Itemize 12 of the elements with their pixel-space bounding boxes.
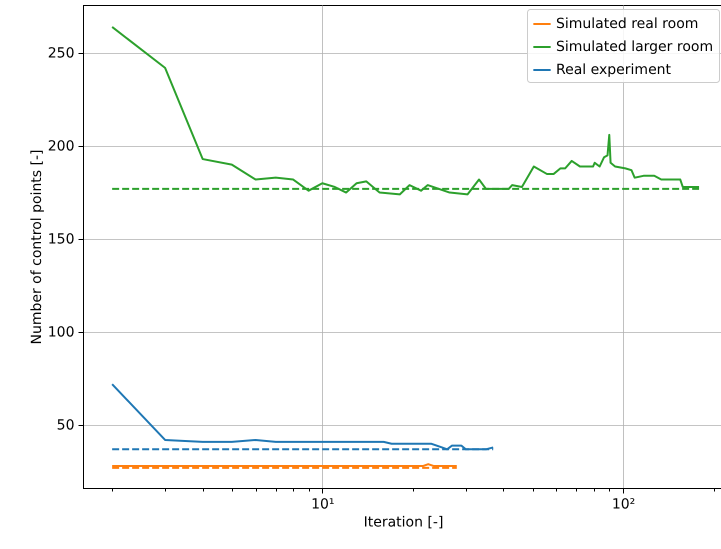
x-axis-title: Iteration [-] [364,514,444,530]
x-tick-label: 10¹ [311,496,335,512]
x-tick-label: 10² [612,496,636,512]
legend-label: Simulated larger room [556,39,714,55]
y-tick-label: 100 [48,324,74,341]
legend-label: Simulated real room [556,16,698,32]
y-tick-label: 200 [48,138,74,155]
y-axis-title: Number of control points [-] [28,149,45,345]
y-tick-label: 50 [56,418,74,434]
y-tick-label: 250 [48,46,74,62]
legend-label: Real experiment [556,62,672,78]
y-tick-label: 150 [48,232,74,248]
